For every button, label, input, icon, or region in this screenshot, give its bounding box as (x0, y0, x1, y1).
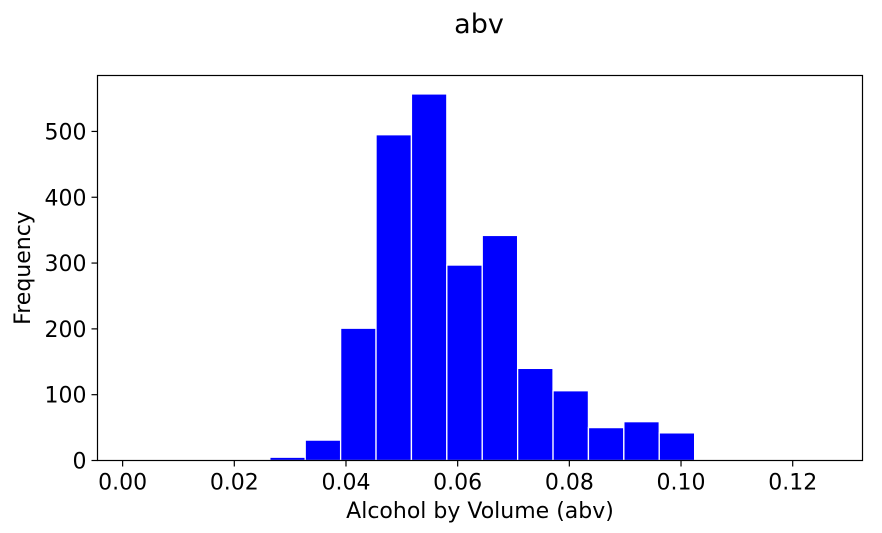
plot-frame (96, 74, 864, 462)
y-axis-ticks: 0 100 200 300 400 500 (45, 120, 98, 475)
x-tick-label: 0.10 (657, 471, 706, 496)
histogram-bar (446, 264, 483, 462)
y-tick-label: 100 (45, 384, 87, 409)
histogram-bar (658, 432, 696, 462)
histogram-bar (516, 367, 554, 462)
x-axis-label: Alcohol by Volume (abv) (346, 499, 614, 524)
histogram-bar (552, 390, 590, 462)
histogram-bar (410, 93, 448, 462)
histogram-bar (339, 327, 377, 462)
x-axis-ticks: 0.00 0.02 0.04 0.06 0.08 0.10 0.12 (98, 460, 817, 496)
x-tick-label: 0.04 (321, 471, 370, 496)
y-tick-label: 300 (45, 252, 87, 277)
x-tick-label: 0.12 (768, 471, 817, 496)
y-tick-label: 200 (45, 318, 87, 343)
x-tick-label: 0.00 (98, 471, 147, 496)
y-tick-label: 500 (45, 120, 87, 145)
y-tick-label: 400 (45, 186, 87, 211)
x-tick-label: 0.02 (210, 471, 259, 496)
bars-group (127, 93, 837, 462)
histogram-bar (623, 421, 660, 462)
histogram-bar (304, 439, 342, 462)
chart-title: abv (454, 9, 504, 40)
y-axis-label: Frequency (11, 211, 36, 325)
histogram-bar (587, 426, 625, 462)
histogram-bar (375, 134, 413, 462)
histogram-bar (481, 234, 519, 462)
y-tick-label: 0 (73, 450, 87, 475)
x-tick-label: 0.08 (545, 471, 594, 496)
x-tick-label: 0.06 (433, 471, 482, 496)
